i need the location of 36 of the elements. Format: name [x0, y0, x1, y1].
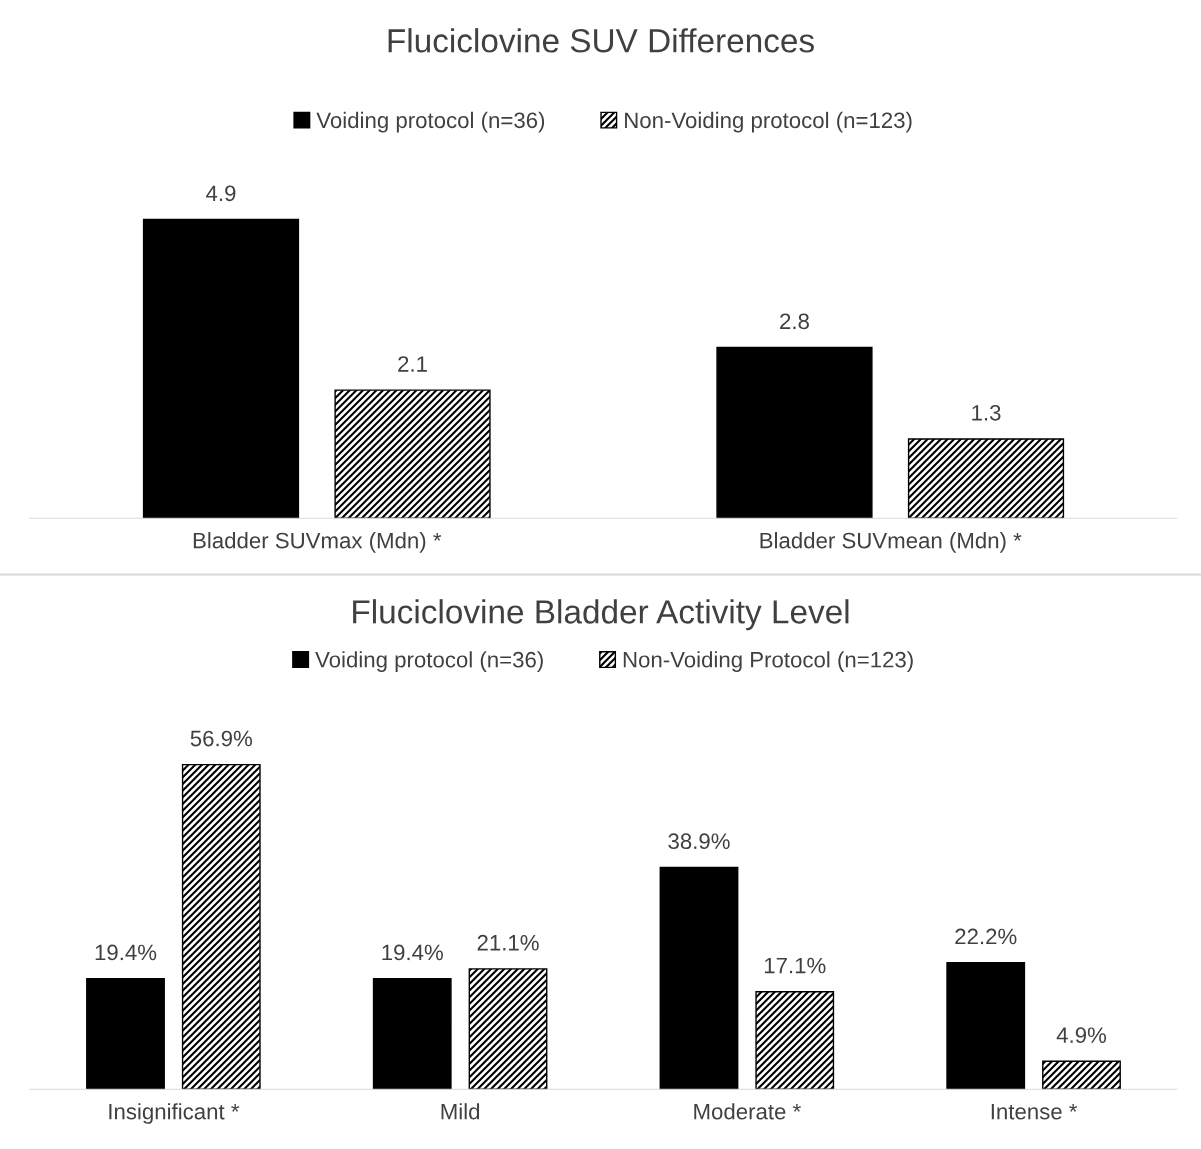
bar [1042, 1060, 1121, 1090]
bar [142, 218, 300, 519]
bar [755, 991, 835, 1090]
legend-label: Voiding protocol (n=36) [316, 111, 545, 133]
x-tick-label: Bladder SUVmean (Mdn) * [760, 532, 1022, 553]
bar [468, 968, 548, 1090]
legend-label: Non-Voiding protocol (n=123) [625, 111, 912, 133]
data-label: 17.1% [764, 957, 826, 974]
data-label: 4.9 [206, 185, 236, 202]
legend-label: Voiding protocol (n=36) [315, 651, 543, 672]
data-label: 21.1% [477, 934, 539, 951]
x-tick-label: Bladder SUVmax (Mdn) * [193, 532, 442, 553]
bar [334, 389, 491, 519]
chart-title: Fluciclovine Bladder Activity Level [353, 599, 849, 631]
bar [372, 977, 452, 1090]
bar [86, 977, 165, 1090]
bar [946, 961, 1026, 1090]
data-label: 4.9% [1056, 1027, 1107, 1044]
data-label: 56.9% [190, 730, 252, 747]
data-label: 22.2% [955, 928, 1017, 945]
data-label: 1.3 [972, 404, 1001, 421]
bar [659, 866, 739, 1090]
bar [716, 346, 873, 519]
x-tick-label: Insignificant * [109, 1103, 240, 1124]
data-label: 38.9% [668, 833, 730, 850]
chart-title: Fluciclovine SUV Differences [388, 28, 814, 53]
data-label: 2.8 [780, 313, 809, 330]
data-label: 19.4% [382, 944, 443, 961]
bar [907, 438, 1065, 519]
data-label: 2.1 [398, 356, 427, 372]
x-tick-label: Mild [441, 1103, 480, 1120]
x-tick-label: Moderate * [694, 1103, 801, 1120]
x-tick-label: Intense * [991, 1103, 1078, 1120]
legend-label: Non-Voiding Protocol (n=123) [623, 651, 913, 672]
data-label: 19.4% [95, 944, 157, 961]
bar [181, 763, 261, 1090]
